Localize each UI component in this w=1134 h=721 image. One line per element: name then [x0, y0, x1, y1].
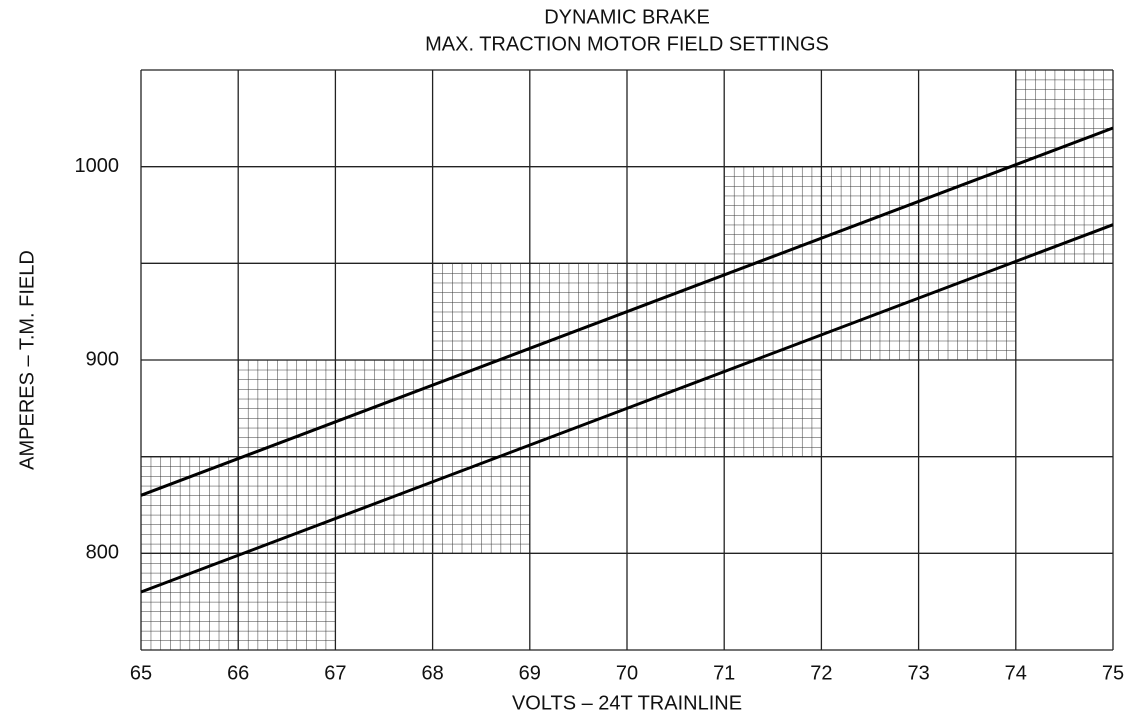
- x-axis-label: VOLTS – 24T TRAINLINE: [512, 692, 742, 714]
- x-tick-label: 67: [324, 662, 346, 684]
- x-tick-label: 68: [421, 662, 443, 684]
- shaded-region: [724, 166, 822, 457]
- x-tick-label: 70: [616, 662, 638, 684]
- chart-subtitle: MAX. TRACTION MOTOR FIELD SETTINGS: [425, 33, 829, 55]
- x-tick-label: 74: [1005, 662, 1027, 684]
- y-tick-label: 900: [86, 348, 119, 370]
- data-line: [140, 126, 1114, 497]
- x-tick-label: 72: [810, 662, 832, 684]
- chart-title: DYNAMIC BRAKE: [544, 6, 710, 28]
- shaded-region: [238, 360, 336, 650]
- x-tick-label: 75: [1102, 662, 1124, 684]
- x-tick-label: 69: [519, 662, 541, 684]
- data-line: [140, 223, 1114, 594]
- x-tick-label: 71: [713, 662, 735, 684]
- x-tick-label: 73: [907, 662, 929, 684]
- y-tick-label: 1000: [75, 155, 120, 177]
- x-tick-label: 66: [227, 662, 249, 684]
- x-tick-label: 65: [130, 662, 152, 684]
- y-axis-label: AMPERES – T.M. FIELD: [16, 250, 38, 470]
- y-tick-label: 800: [86, 542, 119, 564]
- shaded-region: [432, 263, 530, 554]
